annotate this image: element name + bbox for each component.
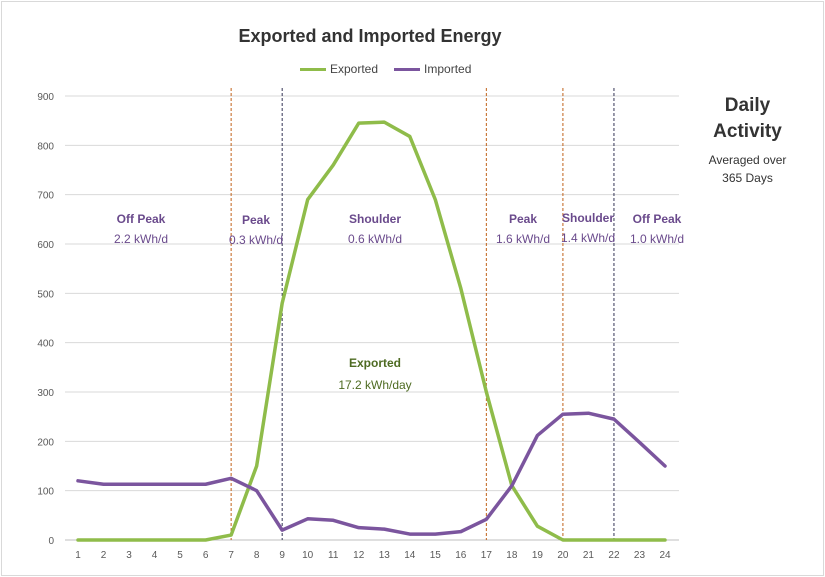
legend-swatch-exported [300,67,326,71]
period-name: Shoulder [348,212,401,226]
x-tick-label: 3 [126,550,132,561]
period-label-shoulder-1: Shoulder 0.6 kWh/d [330,209,420,249]
x-tick-label: 21 [583,550,595,561]
y-tick-label: 800 [37,141,54,152]
y-tick-label: 900 [37,92,54,103]
period-name: Off Peak [632,212,682,226]
series-line-exported [76,120,667,542]
period-value: 1.4 kWh/d [560,231,616,245]
x-tick-label: 20 [557,550,569,561]
side-sub-line2: 365 Days [722,171,773,185]
y-tick-label: 700 [37,191,54,202]
period-label-peak-1: Peak 0.3 kWh/d [211,210,301,250]
series-line-imported [76,411,667,536]
side-title: Daily Activity [690,93,805,145]
y-tick-label: 400 [37,339,54,350]
legend-item-imported: Imported [394,62,471,76]
exported-note-value: 17.2 kWh/day [338,378,412,392]
y-tick-label: 500 [37,289,54,300]
x-tick-label: 10 [302,550,314,561]
x-tick-label: 19 [532,550,544,561]
x-tick-label: 6 [203,550,209,561]
period-label-offpeak-2: Off Peak 1.0 kWh/d [612,209,702,249]
legend-label-imported: Imported [424,62,472,76]
x-tick-label: 5 [177,550,183,561]
x-tick-label: 7 [228,550,234,561]
x-tick-label: 16 [455,550,467,561]
period-name: Off Peak [116,212,166,226]
period-value: 1.6 kWh/d [495,232,551,246]
x-tick-label: 23 [634,550,646,561]
x-tick-label: 2 [101,550,107,561]
x-tick-label: 12 [353,550,365,561]
legend-item-exported: Exported [300,62,378,76]
x-tick-label: 13 [379,550,391,561]
side-sub-line1: Averaged over [708,153,787,167]
x-tick-label: 18 [506,550,518,561]
legend: Exported Imported [300,62,471,76]
x-tick-label: 17 [481,550,493,561]
x-tick-label: 11 [328,550,339,561]
legend-swatch-imported [394,67,421,71]
chart-title: Exported and Imported Energy [238,26,502,46]
x-tick-label: 9 [279,550,285,561]
x-tick-label: 14 [404,550,416,561]
y-tick-label: 300 [37,388,54,399]
period-value: 0.3 kWh/d [228,233,284,247]
period-label-peak-2: Peak 1.6 kWh/d [478,209,568,249]
x-tick-label: 1 [75,550,81,561]
period-name: Peak [508,212,538,226]
y-tick-label: 0 [48,536,54,547]
period-label-shoulder-2: Shoulder 1.4 kWh/d [543,208,633,248]
side-title-line2: Activity [713,121,782,142]
x-tick-label: 15 [430,550,442,561]
side-title-line1: Daily [724,95,771,116]
period-name: Shoulder [561,211,614,225]
exported-total-note: Exported 17.2 kWh/day [325,352,425,396]
period-value: 1.0 kWh/d [629,232,685,246]
x-tick-label: 22 [608,550,620,561]
period-value: 0.6 kWh/d [347,232,403,246]
x-tick-label: 24 [659,550,671,561]
x-tick-label: 4 [152,550,158,561]
y-tick-label: 200 [37,437,54,448]
side-subtitle: Averaged over 365 Days [690,151,805,187]
period-value: 2.2 kWh/d [113,232,169,246]
exported-note-label: Exported [348,356,401,370]
x-tick-label: 8 [254,550,260,561]
y-tick-label: 600 [37,240,54,251]
period-name: Peak [241,213,271,227]
legend-label-exported: Exported [330,62,379,76]
period-label-offpeak-1: Off Peak 2.2 kWh/d [96,209,186,249]
y-tick-label: 100 [37,487,54,498]
